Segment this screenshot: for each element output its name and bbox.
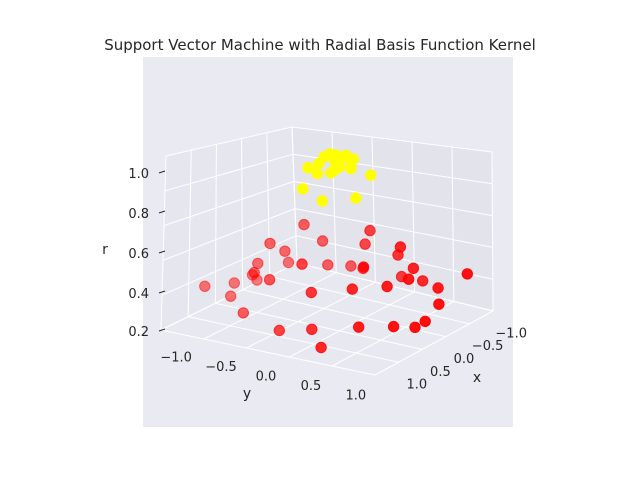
scatter-point-yellow [316, 195, 328, 207]
floor-grid-line [160, 329, 376, 376]
scatter-point-red [199, 280, 211, 292]
scatter-point-red [432, 282, 444, 294]
scatter-point-red [263, 274, 276, 286]
left-wall-grid-line [187, 150, 192, 317]
scatter-point-red [298, 218, 310, 231]
back-wall-grid-line [293, 180, 493, 217]
scatter-point-yellow [345, 162, 357, 175]
left-wall-grid-line [163, 180, 295, 227]
y-tick-label: −1.0 [160, 351, 192, 366]
scatter-point-red [279, 245, 291, 257]
scatter-point-yellow [312, 158, 325, 170]
scatter-point-red [359, 238, 371, 250]
z-tick-mark [158, 250, 166, 254]
z-axis-label: r [102, 242, 108, 258]
scatter-point-red [417, 275, 429, 287]
scatter-point-red [316, 235, 329, 247]
chart-title: Support Vector Machine with Radial Basis… [104, 36, 536, 54]
left-wall-grid-line [241, 138, 244, 290]
scatter-point-yellow [311, 167, 324, 180]
scatter-point-red [306, 323, 318, 335]
left-wall-grid-line [164, 153, 294, 192]
back-wall-grid-line [294, 208, 493, 248]
scatter-point-red [225, 290, 237, 302]
z-tick-mark [158, 210, 166, 214]
left-wall-grid-line [214, 144, 217, 304]
back-wall-grid-line [491, 151, 494, 312]
y-tick-label: 0.0 [256, 370, 277, 385]
z-tick-mark [158, 328, 166, 332]
scatter-point-red [251, 274, 263, 286]
x-tick-label: 0.5 [430, 365, 451, 380]
x-tick-label: 0.0 [454, 352, 475, 367]
x-axis-label: x [473, 370, 481, 386]
scatter-point-red [409, 321, 421, 333]
scatter-point-yellow [297, 183, 309, 195]
scatter-point-red [346, 283, 358, 295]
scatter-point-red [392, 249, 404, 261]
z-tick-label: 0.4 [128, 287, 149, 302]
back-wall-grid-line [451, 146, 455, 302]
back-wall-grid-line [371, 136, 376, 283]
scatter-point-red [407, 262, 420, 274]
z-tick-label: 1.0 [128, 167, 149, 182]
x-tick-label: 1.0 [406, 378, 427, 393]
back-wall [292, 127, 493, 311]
scatter-point-red [296, 258, 308, 270]
floor-grid-line [289, 291, 415, 358]
floor-grid-line [374, 310, 494, 376]
y-tick-label: 1.0 [346, 388, 367, 403]
scatter-point-red [387, 320, 400, 333]
scatter-point-red [305, 286, 317, 299]
left-wall-grid-line [291, 126, 298, 264]
scatter-point-red [419, 315, 431, 328]
scatter-point-yellow [302, 162, 314, 174]
z-tick-mark [158, 290, 166, 294]
scatter-point-red [433, 298, 445, 310]
x-tick-label: −0.5 [472, 339, 504, 354]
scatter-point-yellow [350, 192, 362, 204]
floor-grid-line [188, 316, 399, 363]
scatter-point-yellow [325, 167, 337, 179]
scatter-point-red [381, 280, 393, 293]
left-wall-grid-line [162, 208, 296, 261]
z-tick-label: 0.6 [128, 247, 149, 262]
floor-grid-line [215, 302, 423, 350]
floor-grid-line [331, 300, 455, 367]
scatter-point-red [315, 341, 327, 354]
scatter-point-red [322, 259, 334, 271]
left-wall-grid-line [165, 126, 293, 157]
scatter-point-red [461, 268, 473, 280]
back-wall-grid-line [291, 126, 493, 153]
y-axis-label: y [243, 386, 251, 402]
left-wall-grid-line [160, 155, 167, 331]
scatter-point-red [364, 224, 376, 237]
y-tick-label: 0.5 [301, 379, 322, 394]
x-tick-label: −1.0 [495, 326, 527, 341]
scatter-point-red [357, 262, 369, 275]
z-tick-mark [158, 170, 166, 174]
scatter-point-red [228, 277, 241, 289]
scatter-point-red [282, 256, 295, 269]
scatter-point-red [273, 324, 285, 337]
scatter-point-red [237, 307, 250, 319]
scatter-point-yellow [365, 169, 377, 181]
back-wall-grid-line [296, 262, 494, 312]
scatter-point-red [264, 237, 276, 250]
z-tick-label: 0.2 [128, 325, 149, 340]
z-tick-label: 0.8 [128, 207, 149, 222]
scatter-point-red [353, 321, 365, 333]
scatter-point-red [345, 260, 357, 272]
left-wall-grid-line [266, 132, 271, 277]
scatter-point-red [403, 273, 415, 285]
floor-grid-line [203, 272, 337, 340]
y-tick-label: −0.5 [205, 360, 237, 375]
floor-grid-line [269, 275, 470, 325]
